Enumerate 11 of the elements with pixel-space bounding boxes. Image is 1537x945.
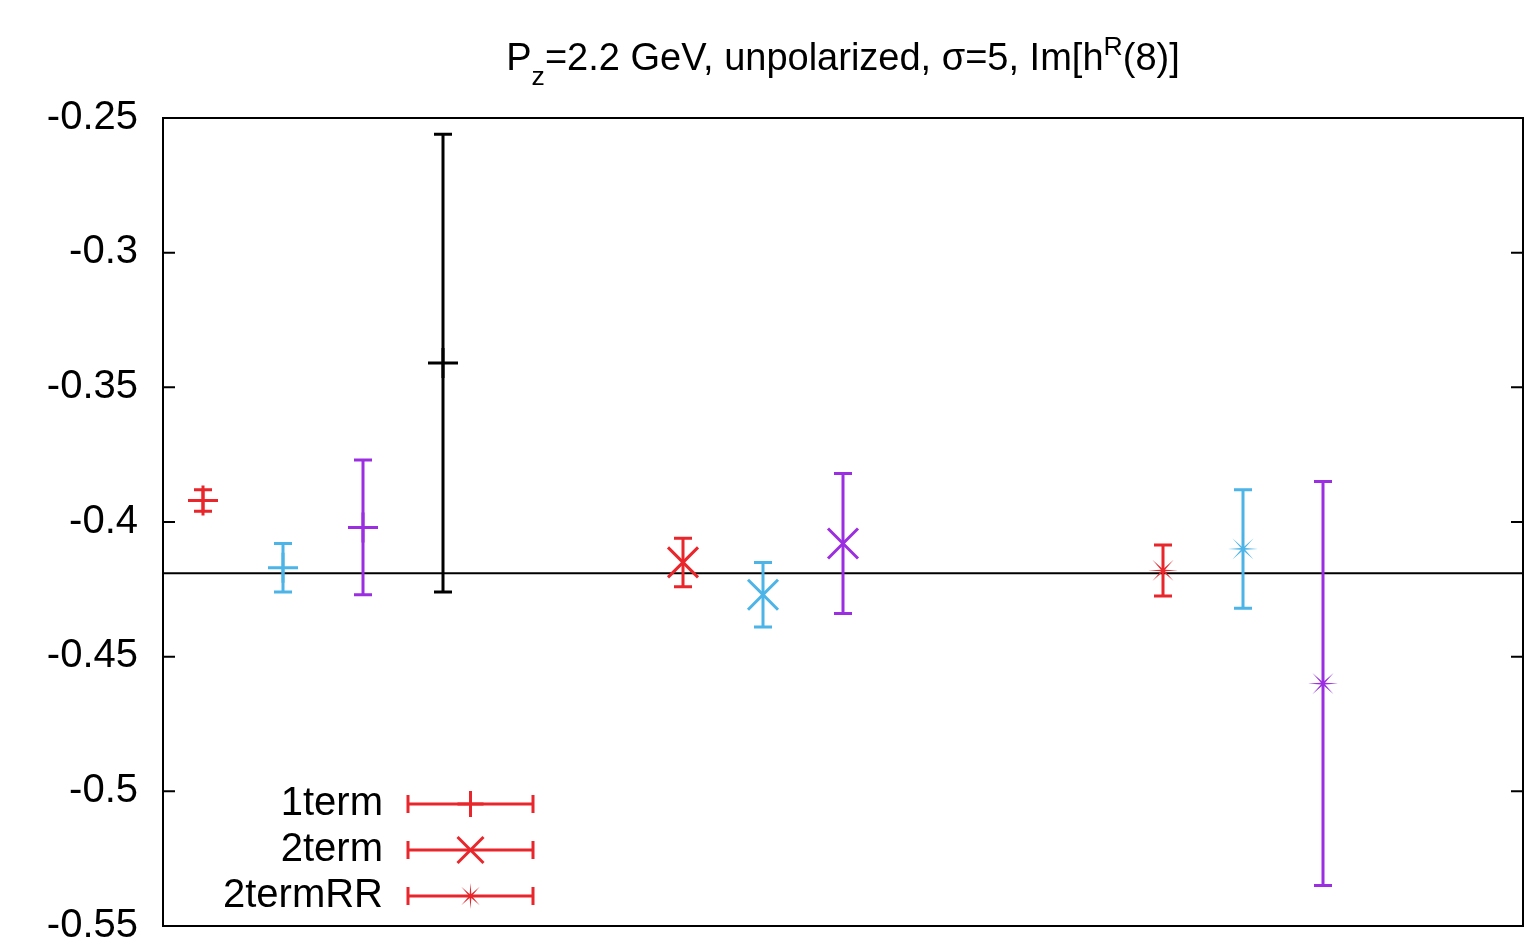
y-tick-label: -0.3 — [69, 227, 138, 272]
legend-label: 2term — [280, 824, 383, 869]
y-tick-label: -0.4 — [69, 496, 138, 541]
y-tick-label: -0.55 — [46, 900, 138, 945]
chart-title: P$_{z}$=2.2 GeV, unpolarized, σ=5, Im[h$^{R}$(8)] — [506, 31, 1180, 91]
legend-label: 1term — [280, 778, 383, 823]
y-tick-label: -0.45 — [46, 631, 138, 676]
legend-label: 2termRR — [222, 870, 383, 915]
y-tick-label: -0.35 — [46, 361, 138, 406]
y-tick-label: -0.5 — [69, 765, 138, 810]
y-tick-label: -0.25 — [46, 92, 138, 137]
